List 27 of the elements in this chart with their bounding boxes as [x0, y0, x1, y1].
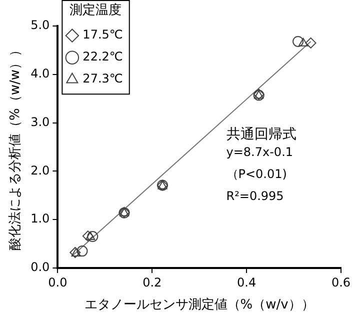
x-tick-label: 0.0: [48, 275, 68, 290]
legend-label: 22.2℃: [82, 50, 123, 64]
point: [76, 246, 88, 257]
x-tick-label: 0.4: [237, 275, 256, 290]
y-tick-label: 4.0: [30, 66, 50, 81]
point: [87, 231, 98, 242]
y-tick-label: 1.0: [30, 212, 50, 226]
x-tick-label: 0.6: [331, 275, 351, 290]
x-axis-title: エタノールセンサ測定値（%（w/v））: [84, 298, 314, 313]
annotation: y=8.7x-0.1: [226, 145, 294, 160]
y-tick-label: 5.0: [30, 18, 50, 32]
y-tick-label: 0.0: [30, 260, 50, 274]
annotation: R²=0.995: [226, 189, 284, 204]
point: [298, 38, 308, 46]
point: [82, 230, 94, 242]
legend-title: 測定温度: [69, 2, 122, 18]
y-tick-label: 2.0: [30, 163, 50, 178]
y-tick-label: 3.0: [30, 114, 50, 129]
y-axis-title: 酸化法による分析値（%（w/w））: [8, 44, 24, 250]
point: [292, 36, 304, 47]
legend-label: 27.3℃: [82, 72, 123, 86]
annotation: （P<0.01): [226, 167, 287, 182]
point: [305, 37, 316, 48]
point: [85, 232, 96, 240]
legend-label: 17.5℃: [82, 28, 123, 42]
x-tick-label: 0.2: [142, 275, 162, 290]
annotation: 共通回帰式: [226, 126, 296, 143]
